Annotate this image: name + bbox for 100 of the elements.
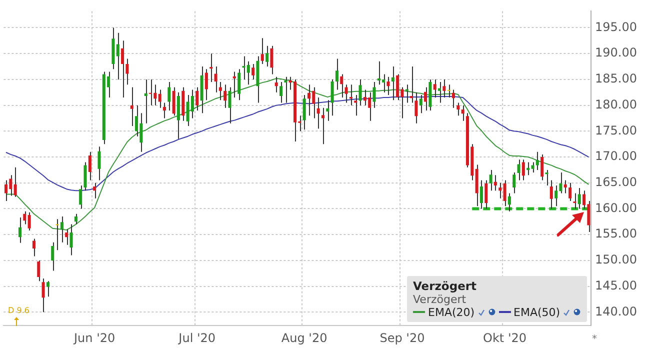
- candlestick: [386, 76, 390, 96]
- text: *: [592, 334, 597, 345]
- candlestick: [74, 213, 78, 225]
- candlestick: [480, 180, 483, 210]
- candlestick: [60, 216, 64, 243]
- y-tick-label: 155.00: [595, 226, 638, 241]
- candlestick: [280, 82, 283, 104]
- candlestick: [228, 86, 232, 124]
- candlestick: [573, 192, 576, 210]
- candlestick: [218, 82, 222, 101]
- candlestick: [242, 56, 246, 80]
- candlestick: [246, 60, 250, 86]
- candlestick: [252, 63, 255, 80]
- candlestick: [190, 89, 194, 119]
- candlestick: [32, 238, 36, 257]
- candlestick: [438, 82, 442, 104]
- candlestick: [326, 100, 330, 122]
- candlestick: [498, 182, 502, 199]
- candlestick: [23, 210, 26, 225]
- candlestick: [391, 66, 394, 101]
- candlestick: [98, 146, 101, 181]
- candlestick: [536, 151, 539, 170]
- candlestick: [56, 218, 59, 251]
- candlestick: [540, 154, 544, 181]
- candlestick: [46, 280, 50, 298]
- candlestick: [335, 58, 338, 90]
- y-tick-label: 190.00: [595, 46, 638, 60]
- candlestick: [196, 86, 199, 111]
- candlestick: [158, 89, 162, 108]
- candlestick: [93, 182, 96, 199]
- y-tick-label: 195.00: [595, 20, 638, 34]
- candlestick: [452, 89, 456, 108]
- candlestick: [274, 76, 278, 93]
- candlestick: [238, 68, 241, 101]
- legend-label: EMA(50): [514, 306, 560, 319]
- candlestick: [461, 104, 464, 122]
- x-tick-label: Aug '20: [281, 330, 328, 345]
- candlestick: [42, 278, 45, 313]
- candlestick: [517, 159, 520, 181]
- candlestick: [260, 38, 264, 64]
- y-tick-label: 150.00: [595, 252, 638, 267]
- candlestick: [65, 228, 68, 246]
- candlestick: [489, 169, 492, 192]
- candlestick: [330, 78, 334, 116]
- candlestick: [321, 107, 324, 145]
- candlestick: [340, 74, 344, 98]
- candlestick: [545, 169, 548, 186]
- legend-title: Verzögert: [413, 278, 478, 293]
- candlestick: [344, 84, 348, 104]
- candlestick: [51, 242, 54, 272]
- annotation: Verzögert: [413, 292, 468, 306]
- y-tick-label: 140.00: [595, 304, 638, 318]
- candlestick: [130, 86, 134, 126]
- candlestick: [405, 84, 408, 104]
- candlestick: [522, 159, 525, 181]
- candlestick: [88, 151, 92, 181]
- y-tick-label: 170.00: [595, 149, 638, 164]
- candlestick: [578, 188, 581, 210]
- x-tick-label: Jul '20: [178, 330, 216, 345]
- annotation: D 9.6: [8, 306, 30, 315]
- y-tick-label: 175.00: [595, 123, 638, 138]
- candlestick: [550, 180, 553, 210]
- candlestick: [494, 174, 497, 192]
- y-tick-label: 180.00: [595, 97, 638, 112]
- candlestick: [116, 32, 120, 80]
- candlestick: [568, 182, 572, 202]
- candlestick: [232, 71, 236, 98]
- candlestick: [168, 82, 171, 111]
- candlestick: [14, 166, 17, 198]
- x-tick-label: Jun '20: [72, 330, 116, 345]
- candlestick: [121, 40, 124, 98]
- candlestick: [4, 180, 8, 202]
- candlestick: [144, 78, 148, 124]
- candlestick: [210, 53, 213, 83]
- y-tick-label: 160.00: [595, 200, 638, 215]
- candlestick: [270, 45, 274, 75]
- candlestick: [148, 78, 152, 106]
- candlestick: [266, 45, 269, 68]
- candlestick: [503, 180, 506, 207]
- candlestick: [214, 66, 218, 93]
- candlestick: [162, 102, 166, 119]
- candlestick: [564, 180, 567, 194]
- candlestick: [424, 86, 428, 111]
- candlestick: [358, 78, 362, 106]
- candlestick: [302, 94, 306, 130]
- candlestick: [442, 78, 446, 98]
- x-tick-label: Sep '20: [380, 330, 425, 345]
- candlestick: [70, 224, 73, 256]
- candlestick: [28, 212, 31, 231]
- candlestick: [433, 78, 436, 98]
- y-tick-label: 185.00: [595, 72, 638, 86]
- candlestick: [307, 84, 311, 116]
- y-tick-label: 145.00: [595, 278, 638, 292]
- candlestick: [396, 74, 400, 101]
- candlestick: [447, 84, 450, 98]
- candlestick: [284, 76, 288, 104]
- candlestick: [316, 97, 320, 130]
- candlestick: [354, 94, 358, 116]
- candlestick: [18, 217, 22, 244]
- x-tick-label: Okt '20: [483, 330, 527, 345]
